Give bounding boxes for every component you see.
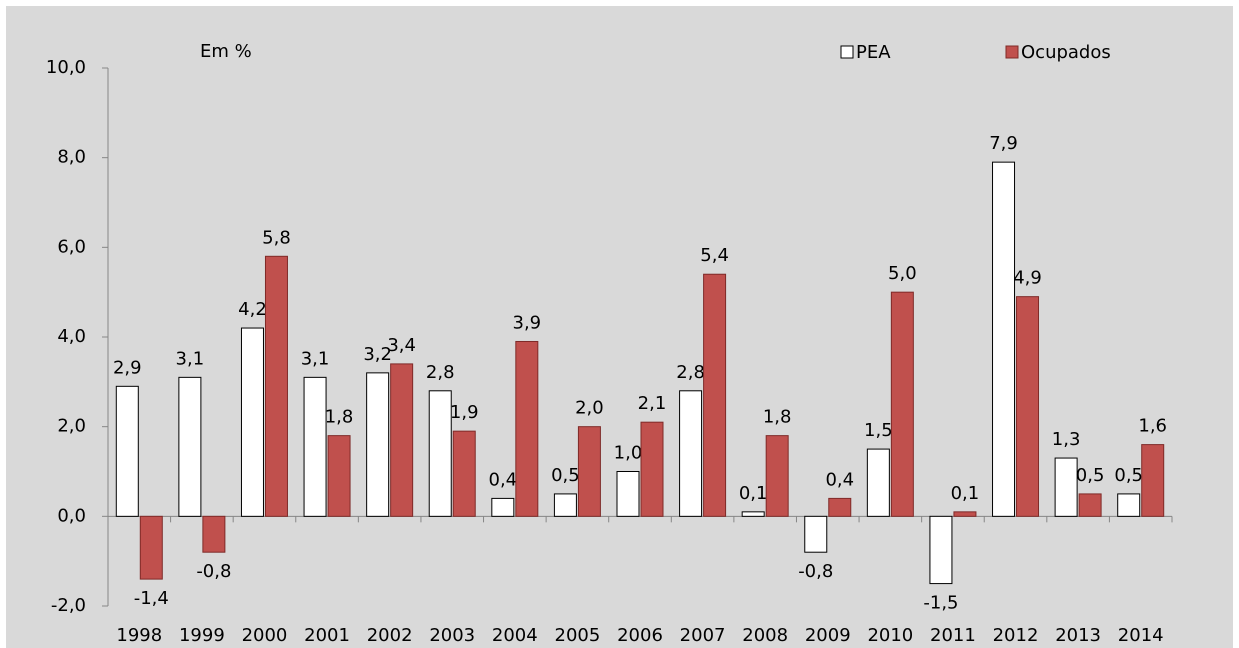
x-tick-label: 2010 <box>867 625 913 646</box>
bar <box>240 327 264 517</box>
legend-label: Ocupados <box>1021 42 1111 63</box>
value-label: 5,4 <box>700 245 729 266</box>
value-label: 3,4 <box>387 335 416 356</box>
value-label: -0,8 <box>196 561 231 582</box>
x-tick-label: 2007 <box>680 625 726 646</box>
bar <box>202 515 226 553</box>
bar <box>1117 493 1141 517</box>
value-label: 1,5 <box>864 420 893 441</box>
bar <box>741 511 765 517</box>
bar <box>491 497 515 517</box>
x-tick-label: 2005 <box>555 625 601 646</box>
legend-swatch <box>1005 45 1019 59</box>
x-tick-label: 2013 <box>1055 625 1101 646</box>
bar <box>178 376 202 517</box>
bar <box>640 421 664 517</box>
bar <box>303 376 327 517</box>
bar <box>428 390 452 517</box>
x-tick-label: 2014 <box>1118 625 1164 646</box>
bar <box>515 340 539 517</box>
value-label: 5,8 <box>262 227 291 248</box>
value-label: 4,9 <box>1013 268 1042 289</box>
bar <box>765 435 789 517</box>
y-tick-label: 8,0 <box>57 147 86 168</box>
value-label: 5,0 <box>888 263 917 284</box>
x-tick-label: 2008 <box>742 625 788 646</box>
bar <box>115 385 139 517</box>
value-label: -1,5 <box>923 593 958 614</box>
y-tick-label: -2,0 <box>51 595 86 616</box>
x-tick-label: 2006 <box>617 625 663 646</box>
x-tick-label: 2009 <box>805 625 851 646</box>
value-label: 3,1 <box>176 348 205 369</box>
value-label: -0,8 <box>798 561 833 582</box>
annotation: Em % <box>200 41 252 62</box>
y-tick-label: 10,0 <box>46 57 86 78</box>
background <box>6 6 1233 648</box>
bar <box>264 255 288 517</box>
value-label: 0,1 <box>951 483 980 504</box>
value-label: 2,0 <box>575 398 604 419</box>
value-label: 0,1 <box>739 483 768 504</box>
value-label: 0,4 <box>489 469 518 490</box>
value-label: -1,4 <box>134 588 169 609</box>
bar <box>992 161 1016 517</box>
bar <box>929 515 953 585</box>
bar <box>953 511 977 517</box>
bar <box>1016 296 1040 517</box>
value-label: 1,6 <box>1138 416 1167 437</box>
bar <box>1054 457 1078 517</box>
value-label: 3,1 <box>301 348 330 369</box>
bar <box>577 426 601 517</box>
value-label: 2,1 <box>638 393 667 414</box>
value-label: 0,5 <box>1114 465 1143 486</box>
bar <box>139 515 163 580</box>
value-label: 1,9 <box>450 402 479 423</box>
bar <box>1141 444 1165 517</box>
bar <box>553 493 577 517</box>
value-label: 3,2 <box>363 344 392 365</box>
value-label: 2,8 <box>426 362 455 383</box>
bar <box>804 515 828 553</box>
bar <box>390 363 414 517</box>
bar <box>327 435 351 517</box>
x-tick-label: 1998 <box>116 625 162 646</box>
x-tick-label: 2002 <box>367 625 413 646</box>
bar <box>866 448 890 517</box>
x-tick-label: 2004 <box>492 625 538 646</box>
x-tick-label: 2000 <box>242 625 288 646</box>
y-tick-label: 2,0 <box>57 416 86 437</box>
x-tick-label: 2001 <box>304 625 350 646</box>
value-label: 1,0 <box>614 443 643 464</box>
x-tick-label: 1999 <box>179 625 225 646</box>
value-label: 0,5 <box>551 465 580 486</box>
value-label: 2,8 <box>676 362 705 383</box>
value-label: 1,8 <box>325 407 354 428</box>
value-label: 1,8 <box>763 407 792 428</box>
x-tick-label: 2012 <box>993 625 1039 646</box>
legend-swatch <box>840 45 854 59</box>
value-label: 4,2 <box>238 299 267 320</box>
y-tick-label: 0,0 <box>57 505 86 526</box>
bar <box>679 390 703 517</box>
bar <box>890 291 914 517</box>
value-label: 1,3 <box>1052 429 1081 450</box>
y-tick-label: 4,0 <box>57 326 86 347</box>
x-tick-label: 2011 <box>930 625 976 646</box>
bar <box>366 372 390 517</box>
bar <box>452 430 476 517</box>
value-label: 2,9 <box>113 357 142 378</box>
value-label: 0,5 <box>1076 465 1105 486</box>
y-tick-label: 6,0 <box>57 236 86 257</box>
bar <box>616 471 640 517</box>
value-label: 7,9 <box>989 133 1018 154</box>
legend-label: PEA <box>856 42 891 63</box>
bar <box>703 273 727 517</box>
value-label: 0,4 <box>825 469 854 490</box>
x-tick-label: 2003 <box>429 625 475 646</box>
value-label: 3,9 <box>513 312 542 333</box>
bar <box>1078 493 1102 517</box>
bar <box>828 497 852 517</box>
